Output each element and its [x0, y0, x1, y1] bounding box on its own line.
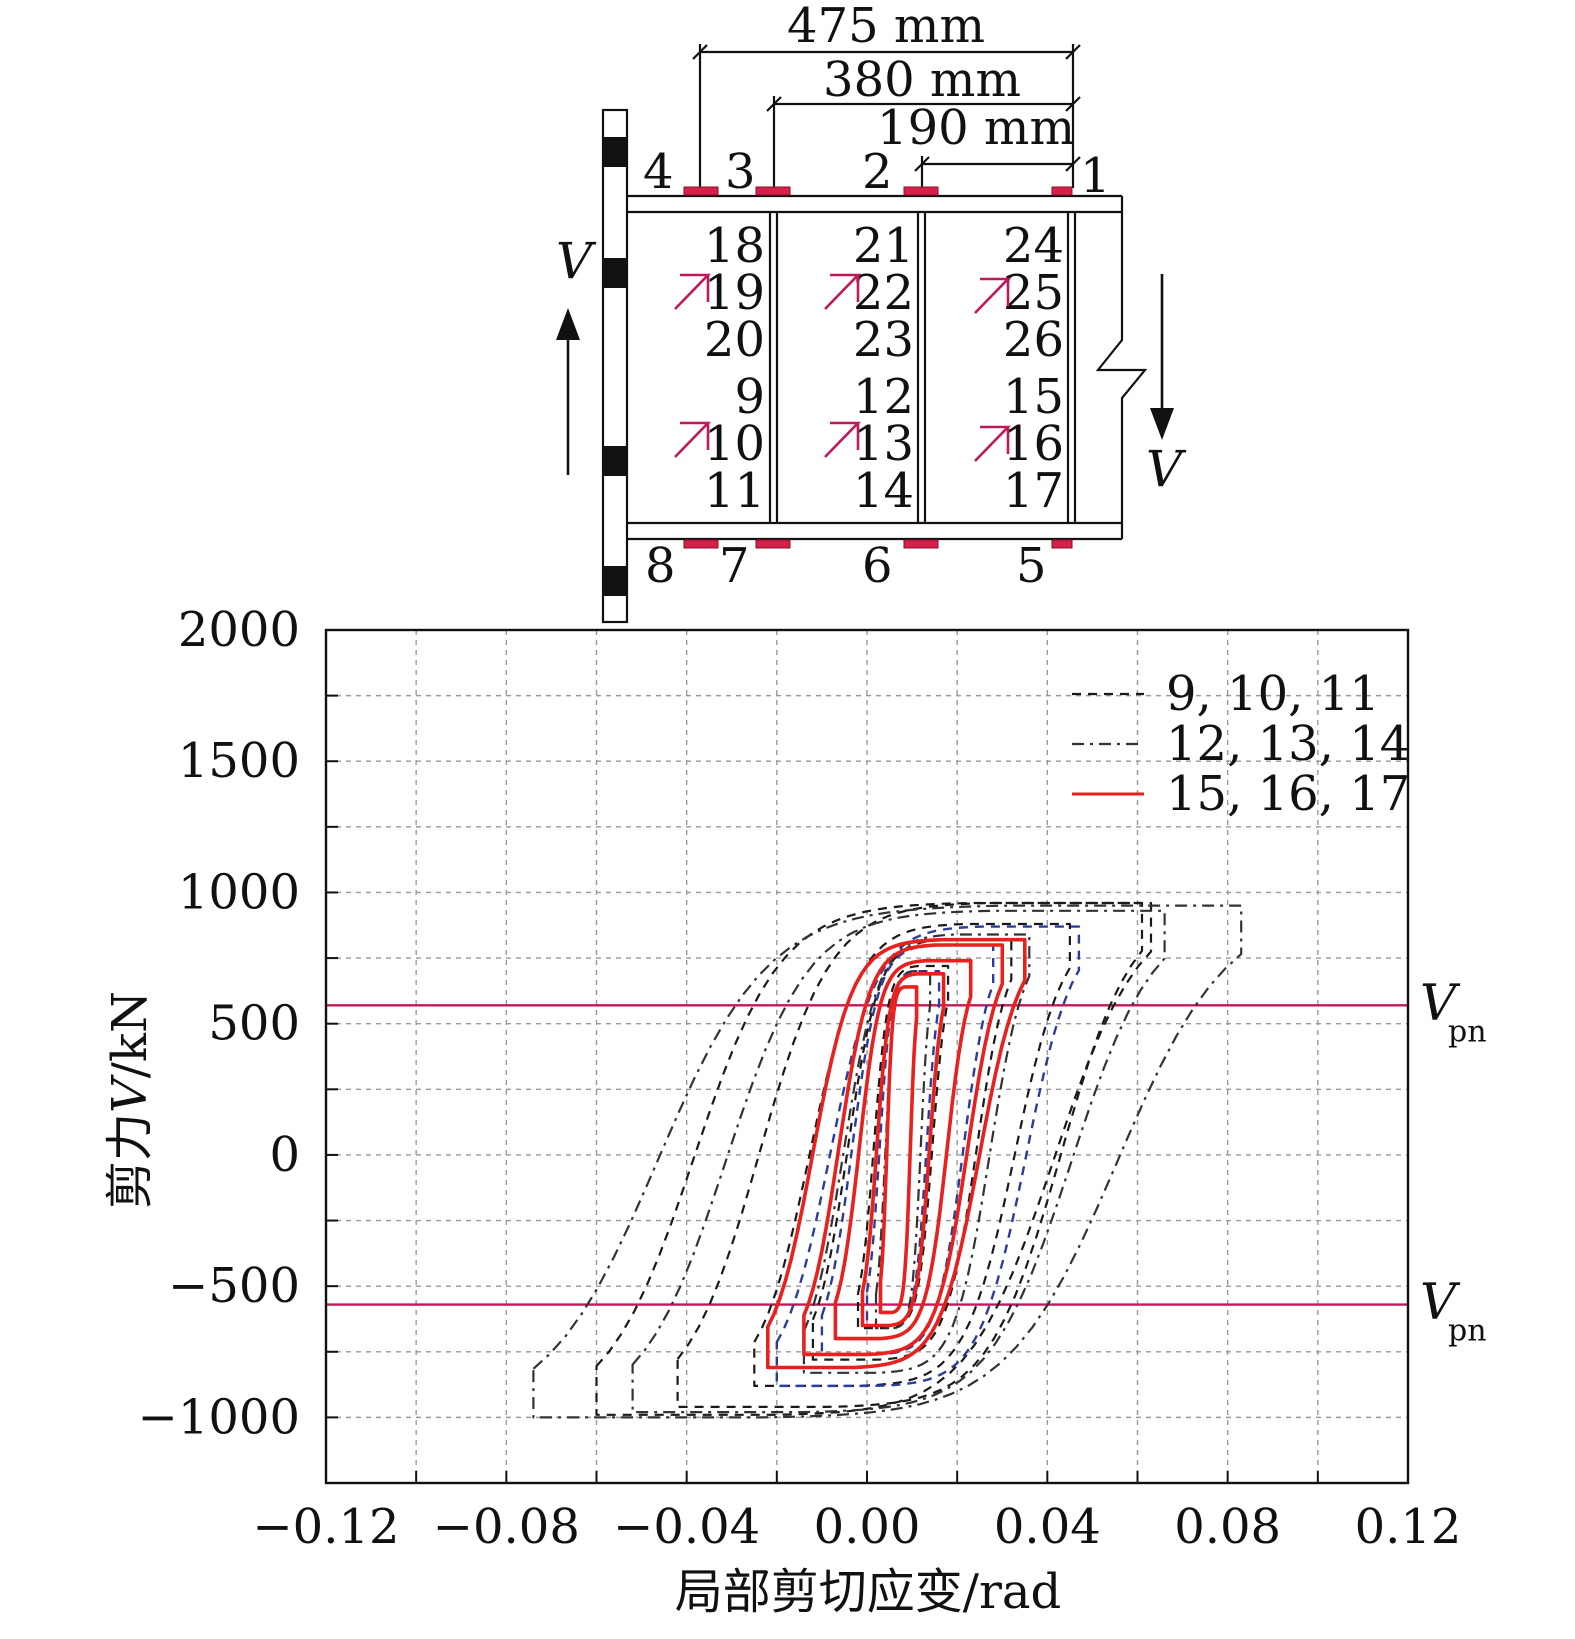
hysteresis-loop — [766, 937, 1027, 1370]
rosette-label: 17 — [1003, 463, 1064, 519]
hysteresis-loop — [874, 970, 932, 1330]
reference-label-subscript: pn — [1448, 1314, 1487, 1349]
y-tick-label: −500 — [168, 1258, 300, 1314]
series-2 — [532, 904, 1243, 1419]
legend-label: 9, 10, 11 — [1166, 666, 1380, 722]
y-tick-label: 1500 — [178, 733, 300, 789]
hysteresis-loop — [775, 925, 1081, 1388]
force-arrow-up — [556, 308, 580, 475]
x-tick-label: −0.08 — [433, 1499, 580, 1555]
gauge-label-4: 4 — [643, 144, 674, 200]
y-axis-title-var: V — [102, 1074, 158, 1113]
reference-label-vpn: V — [1420, 1273, 1461, 1331]
rosette-label: 16 — [1003, 416, 1064, 472]
link-beam — [627, 194, 1148, 541]
rosette-label: 21 — [853, 218, 914, 274]
x-tick-label: 0.00 — [814, 1499, 921, 1555]
legend-label: 12, 13, 14 — [1166, 716, 1410, 772]
gauge-label-8: 8 — [645, 538, 676, 594]
rosette-label: 9 — [734, 369, 765, 425]
x-tick-label: 0.08 — [1174, 1499, 1281, 1555]
gauge-label-7: 7 — [719, 538, 750, 594]
rosette-label: 20 — [704, 312, 765, 368]
dimension-label-475: 475 mm — [787, 0, 985, 54]
x-axis: −0.12 −0.08 −0.04 0.00 0.04 0.08 0.12 — [252, 1471, 1461, 1555]
x-tick-label: 0.04 — [994, 1499, 1101, 1555]
y-axis-title: 剪力V/kN — [102, 991, 158, 1209]
gauge-label-5: 5 — [1016, 538, 1047, 594]
rosette-label: 22 — [853, 265, 914, 321]
x-tick-label: 0.12 — [1355, 1499, 1462, 1555]
rosette-label: 14 — [853, 463, 914, 519]
series-group — [532, 901, 1243, 1419]
hysteresis-loop — [595, 901, 1153, 1416]
x-tick-label: −0.04 — [613, 1499, 760, 1555]
hysteresis-loop — [860, 972, 946, 1328]
gauge-label-1: 1 — [1080, 148, 1111, 204]
flange-gauges — [683, 186, 1073, 549]
rosette-label: 12 — [853, 369, 914, 425]
rosette-label: 13 — [853, 416, 914, 472]
force-label-right: V — [1146, 440, 1187, 498]
force-label-left: V — [556, 232, 597, 290]
rosette-label: 15 — [1003, 369, 1064, 425]
web-rosette-labels: 18 19 20 21 22 23 24 25 26 9 10 11 12 13… — [704, 218, 1064, 519]
gauge-label-3: 3 — [725, 144, 756, 200]
dimension-380 — [766, 96, 1081, 188]
reference-label-subscript: pn — [1448, 1014, 1487, 1049]
y-tick-label: −1000 — [138, 1389, 300, 1445]
rosette-label: 24 — [1003, 218, 1064, 274]
y-tick-label: 2000 — [178, 602, 300, 658]
hysteresis-loop — [532, 904, 1243, 1419]
rosette-arrows — [674, 273, 1012, 462]
y-axis: −1000 −500 0 500 1000 1500 2000 — [138, 602, 338, 1445]
y-tick-label: 1000 — [178, 864, 300, 920]
x-tick-label: −0.12 — [252, 1499, 399, 1555]
y-tick-label: 500 — [208, 996, 300, 1052]
hysteresis-loop — [631, 909, 1166, 1414]
legend-label: 15, 16, 17 — [1166, 766, 1410, 822]
y-tick-label: 0 — [269, 1127, 300, 1183]
specimen-diagram: 475 mm 380 mm 190 mm — [556, 0, 1187, 624]
column-member — [601, 108, 629, 624]
dimension-475 — [692, 44, 1081, 188]
rosette-label: 11 — [704, 463, 765, 519]
y-axis-title-prefix: 剪力 — [102, 1113, 158, 1209]
hysteresis-loop — [802, 933, 1031, 1374]
reference-label-vpn: V — [1420, 973, 1461, 1031]
hysteresis-loop — [833, 958, 973, 1341]
force-arrow-down — [1150, 274, 1174, 440]
gauge-label-2: 2 — [862, 144, 893, 200]
series-3 — [766, 937, 1027, 1370]
x-axis-title: 局部剪切应变/rad — [675, 1564, 1061, 1620]
rosette-label: 18 — [704, 218, 765, 274]
rosette-label: 10 — [704, 416, 765, 472]
y-axis-title-unit: /kN — [102, 991, 158, 1078]
dimension-190 — [914, 156, 1081, 188]
dimension-label-380: 380 mm — [823, 52, 1021, 108]
gauge-label-6: 6 — [862, 538, 893, 594]
hysteresis-loop — [802, 943, 1005, 1357]
hysteresis-loop — [878, 985, 919, 1315]
hysteresis-loop — [753, 922, 1071, 1387]
rosette-label: 25 — [1003, 265, 1064, 321]
hysteresis-loop — [676, 901, 1144, 1408]
rosette-label: 19 — [704, 265, 765, 321]
dimension-label-190: 190 mm — [877, 100, 1075, 156]
rosette-label: 26 — [1003, 312, 1064, 368]
rosette-label: 23 — [853, 312, 914, 368]
